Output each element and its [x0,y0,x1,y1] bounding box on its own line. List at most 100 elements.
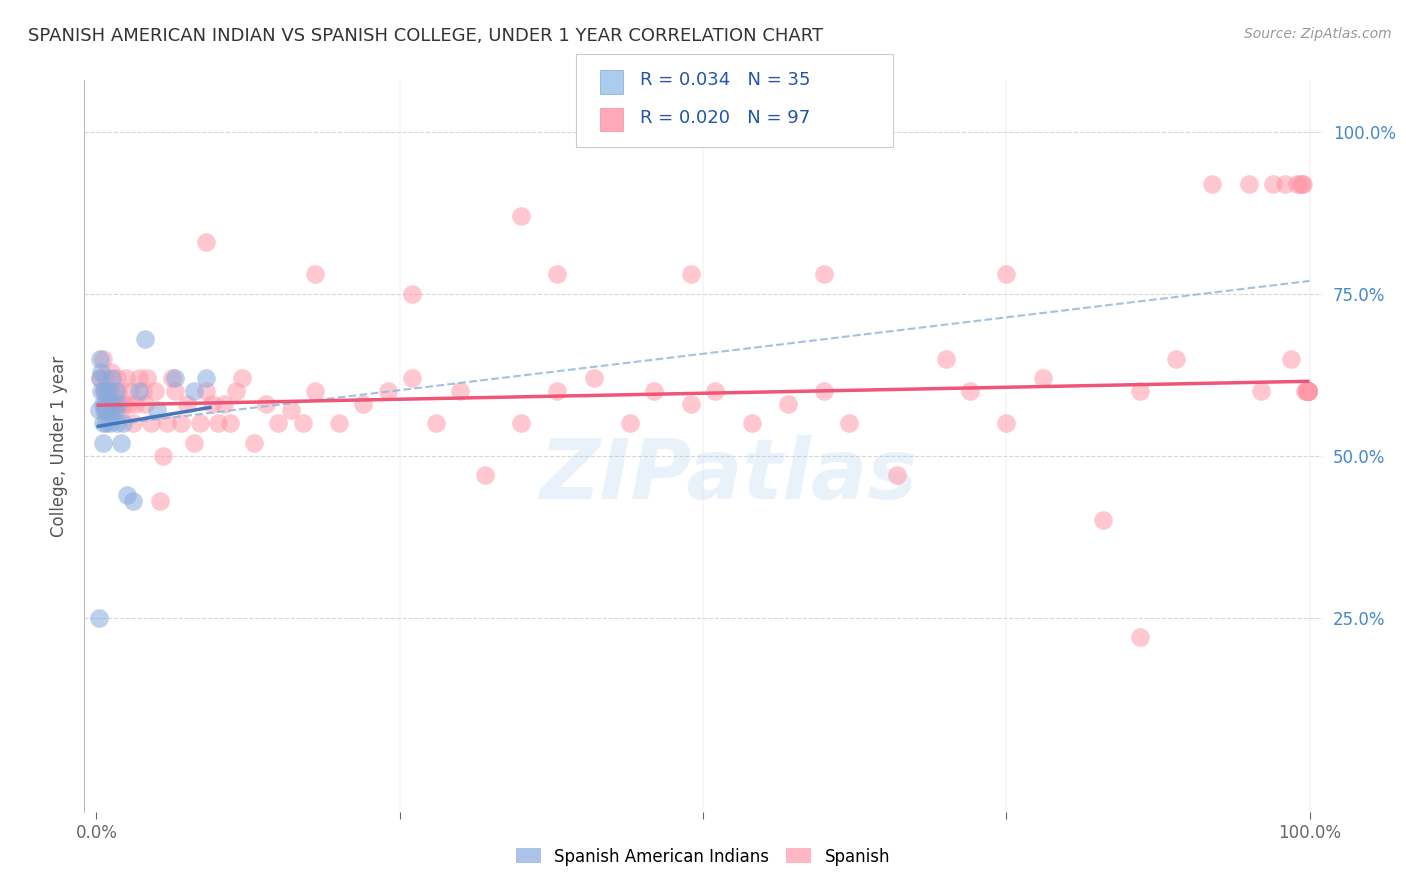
Spanish [91,351,114,366]
Spanish American Indians [97,397,120,411]
Spanish American Indians [90,384,112,398]
Spanish [114,371,136,385]
Spanish [122,417,145,431]
Spanish [1298,384,1320,398]
Spanish [304,384,326,398]
Spanish [143,384,166,398]
Spanish American Indians [194,371,217,385]
Spanish [97,384,120,398]
Legend: Spanish American Indians, Spanish: Spanish American Indians, Spanish [516,847,890,865]
Spanish [1092,513,1115,527]
Spanish [1298,384,1320,398]
Spanish American Indians [87,403,110,417]
Spanish American Indians [115,487,138,501]
Spanish [1298,384,1320,398]
Spanish American Indians [128,384,150,398]
Spanish American Indians [94,397,117,411]
Spanish [225,384,247,398]
Spanish [1129,384,1152,398]
Spanish [207,417,229,431]
Spanish American Indians [165,371,187,385]
Spanish [201,397,224,411]
Spanish [741,417,763,431]
Spanish [136,371,159,385]
Spanish [105,371,128,385]
Spanish [377,384,399,398]
Spanish American Indians [101,371,124,385]
Spanish [449,384,471,398]
Spanish American Indians [89,351,111,366]
Spanish [188,417,211,431]
Spanish [582,371,605,385]
Spanish [1298,384,1320,398]
Spanish [401,371,423,385]
Spanish [243,435,266,450]
Spanish [776,397,799,411]
Spanish [1129,630,1152,644]
Spanish [1294,384,1316,398]
Spanish [219,417,242,431]
Spanish [474,468,496,483]
Spanish [134,397,156,411]
Spanish [995,417,1018,431]
Spanish American Indians [107,397,129,411]
Spanish [1298,384,1320,398]
Spanish [1298,384,1320,398]
Spanish American Indians [103,397,125,411]
Spanish [117,397,139,411]
Spanish [212,397,235,411]
Spanish [280,403,302,417]
Spanish [1250,384,1272,398]
Text: R = 0.034   N = 35: R = 0.034 N = 35 [640,71,810,89]
Spanish [96,397,118,411]
Spanish [1298,384,1320,398]
Spanish [128,371,150,385]
Spanish American Indians [91,397,114,411]
Spanish [156,417,179,431]
Spanish American Indians [146,403,169,417]
Spanish [401,286,423,301]
Spanish American Indians [134,332,156,346]
Spanish [1261,177,1284,191]
Spanish [1298,384,1320,398]
Spanish [643,384,665,398]
Spanish [148,494,170,508]
Text: Source: ZipAtlas.com: Source: ZipAtlas.com [1244,27,1392,41]
Spanish American Indians [90,365,112,379]
Spanish [103,384,125,398]
Spanish [100,365,122,379]
Spanish [1286,177,1309,191]
Spanish American Indians [100,403,122,417]
Spanish [425,417,447,431]
Spanish [139,417,162,431]
Spanish [352,397,374,411]
Spanish American Indians [110,435,132,450]
Spanish [510,209,533,223]
Spanish American Indians [93,403,115,417]
Spanish [110,403,132,417]
Spanish [165,384,187,398]
Spanish American Indians [91,417,114,431]
Spanish [194,384,217,398]
Spanish [546,384,568,398]
Spanish American Indians [183,384,205,398]
Spanish [94,403,117,417]
Spanish [813,384,835,398]
Spanish [1164,351,1187,366]
Spanish American Indians [105,417,128,431]
Spanish [194,235,217,249]
Spanish American Indians [87,610,110,624]
Spanish [935,351,957,366]
Spanish American Indians [96,403,118,417]
Spanish [152,449,174,463]
Spanish [546,268,568,282]
Spanish [1298,384,1320,398]
Spanish [107,384,129,398]
Spanish [679,397,702,411]
Spanish [93,384,115,398]
Spanish [120,384,142,398]
Spanish [510,417,533,431]
Spanish [1292,177,1315,191]
Spanish [328,417,350,431]
Spanish [679,268,702,282]
